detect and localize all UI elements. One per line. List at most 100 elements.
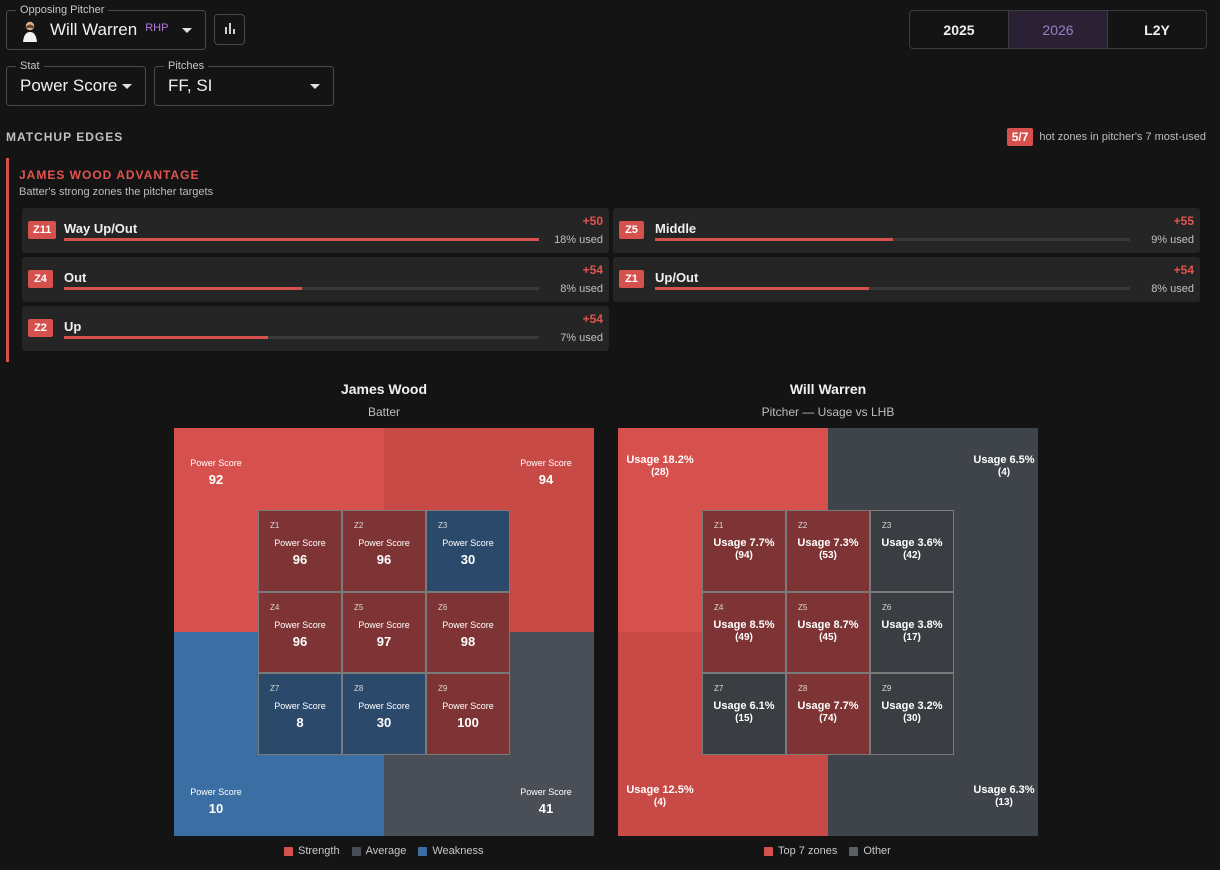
pitch-count: (30) — [903, 713, 921, 725]
bar-chart-button[interactable] — [214, 14, 245, 45]
chevron-down-icon — [122, 84, 132, 89]
usage-label: Usage 7.3% — [797, 537, 859, 549]
zone-id: Z3 — [882, 521, 892, 530]
legend-item-weakness: Weakness — [418, 845, 484, 857]
zone-metric: Power Score 97 — [343, 620, 425, 649]
pitch-count: (53) — [819, 550, 837, 561]
metric-value: 94 — [538, 472, 554, 487]
season-option-l2y[interactable]: L2Y — [1144, 21, 1170, 38]
metric-label: Power Score — [190, 458, 242, 468]
edge-usage: 18% used — [554, 234, 603, 246]
strike-zone-grid: Z1 Usage 7.7% (94) Z2 Usage 7.3% (53) Z3 Usage … — [702, 510, 954, 755]
legend-label: Average — [365, 845, 407, 857]
pitcher-chart-subtitle: Pitcher — Usage vs LHB — [761, 405, 895, 419]
metric-label: Power Score — [520, 787, 572, 797]
zone-metric: Power Score 30 — [427, 538, 509, 567]
pitch-count: (13) — [995, 797, 1013, 808]
zone-cell-z4: Z4 Usage 8.5% (49) — [702, 591, 786, 674]
zone-usage: Usage 3.6% (42) — [871, 537, 953, 561]
usage-label: Usage 7.7% — [713, 537, 775, 549]
zone-id: Z2 — [798, 521, 808, 530]
edge-bar-track — [655, 238, 1130, 241]
edge-card-z1[interactable]: Z1 Up/Out +54 8% used — [613, 257, 1200, 302]
usage-label: Usage 7.7% — [797, 700, 859, 713]
zone-id: Z9 — [438, 684, 448, 694]
zone-cell-z5: Z5 Power Score 97 — [342, 591, 426, 674]
edge-bar-fill — [655, 287, 869, 290]
zone-cell-z8: Z8 Usage 7.7% (74) — [786, 673, 870, 755]
zone-cell-z6: Z6 Usage 3.8% (17) — [870, 591, 954, 674]
zone-id: Z3 — [438, 521, 448, 530]
advantage-subtitle: Batter's strong zones the pitcher target… — [19, 186, 214, 198]
zone-badge: Z1 — [619, 270, 644, 288]
batter-chart-title: James Wood — [340, 381, 428, 397]
zone-metric: Power Score 100 — [427, 701, 509, 730]
zone-metric: Power Score 8 — [259, 701, 341, 730]
zone-id: Z7 — [714, 684, 724, 694]
pitches-select-value: FF, SI — [168, 76, 213, 95]
pitches-select[interactable]: Pitches FF, SI — [154, 59, 334, 106]
metric-label: Power Score — [442, 701, 494, 712]
batter-chart-header: James Wood Batter — [174, 381, 594, 419]
pitcher-select[interactable]: Opposing Pitcher Will Warren RHP — [6, 3, 206, 50]
pitcher-name: Will Warren — [50, 20, 138, 39]
chevron-down-icon — [310, 84, 320, 89]
zone-id: Z4 — [714, 602, 724, 612]
zone-cell-z4: Z4 Power Score 96 — [258, 591, 342, 674]
zone-id: Z5 — [354, 602, 364, 612]
edge-card-z2[interactable]: Z2 Up +54 7% used — [22, 306, 609, 351]
batter-zone-chart: Power Score 92 Power Score 94 Power Score 10 P… — [174, 428, 594, 836]
metric-value: 30 — [376, 715, 392, 731]
pitch-count: (45) — [819, 631, 837, 643]
edge-usage: 7% used — [560, 332, 603, 344]
metric-value: 92 — [208, 472, 224, 487]
zone-badge: Z4 — [28, 270, 53, 288]
batter-chart-subtitle: Batter — [367, 405, 400, 419]
edge-delta: +55 — [1173, 214, 1194, 228]
edge-bar-track — [64, 336, 539, 339]
season-option-2025[interactable]: 2025 — [910, 11, 1009, 48]
pitch-count: (94) — [735, 550, 753, 561]
edge-usage: 8% used — [1151, 283, 1194, 295]
stat-select[interactable]: Stat Power Score — [6, 59, 146, 106]
pitcher-zone-chart: Usage 18.2% (28) Usage 6.5% (4) Usage 12.5%(… — [618, 428, 1038, 836]
zone-id: Z6 — [882, 602, 892, 612]
usage-label: Usage 3.8% — [881, 618, 943, 631]
pitch-count: (15) — [735, 713, 753, 725]
edge-zone-name: Way Up/Out — [64, 221, 138, 236]
edge-card-z11[interactable]: Z11 Way Up/Out +50 18% used — [22, 208, 609, 253]
metric-label: Power Score — [190, 787, 242, 797]
usage-label: Usage 6.1% — [713, 700, 775, 713]
season-toggle[interactable]: 2025 2026 L2Y — [909, 10, 1207, 49]
zone-metric: Power Score 96 — [343, 538, 425, 567]
zone-id: Z9 — [882, 684, 892, 694]
zone-badge: Z11 — [28, 221, 57, 239]
legend-label: Weakness — [432, 845, 484, 857]
legend-label: Strength — [298, 845, 340, 857]
edge-delta: +50 — [582, 214, 603, 228]
pitcher-chart-header: Will Warren Pitcher — Usage vs LHB — [618, 381, 1038, 419]
usage-label: Usage 8.5% — [713, 618, 775, 631]
zone-usage: Usage 3.8% (17) — [871, 619, 953, 643]
pitch-count: (74) — [819, 713, 837, 725]
zone-usage: Usage 6.1% (15) — [703, 700, 785, 724]
legend-swatch — [284, 846, 293, 856]
outer-zone-label: Usage 12.5% (4) — [618, 784, 702, 808]
legend-label: Other — [863, 845, 891, 857]
pitch-count: (42) — [903, 550, 921, 561]
usage-label: Usage 6.5% — [973, 454, 1035, 466]
legend-swatch — [418, 846, 428, 856]
zone-metric: Power Score 98 — [427, 620, 509, 649]
season-option-2026[interactable]: 2026 — [1009, 11, 1108, 48]
bar-chart-icon — [224, 27, 227, 34]
metric-label: Power Score — [274, 701, 326, 712]
metric-label: Power Score — [520, 458, 572, 468]
pitcher-select-label: Opposing Pitcher — [16, 3, 109, 17]
matchup-edges-title: MATCHUP EDGES — [6, 130, 124, 144]
usage-label: Usage 18.2% — [626, 454, 694, 466]
zone-cell-z8: Z8 Power Score 30 — [342, 673, 426, 755]
legend-item-strength: Strength — [284, 845, 340, 857]
edge-card-z5[interactable]: Z5 Middle +55 9% used — [613, 208, 1200, 253]
zone-usage: Usage 7.3% (53) — [787, 537, 869, 561]
edge-card-z4[interactable]: Z4 Out +54 8% used — [22, 257, 609, 302]
